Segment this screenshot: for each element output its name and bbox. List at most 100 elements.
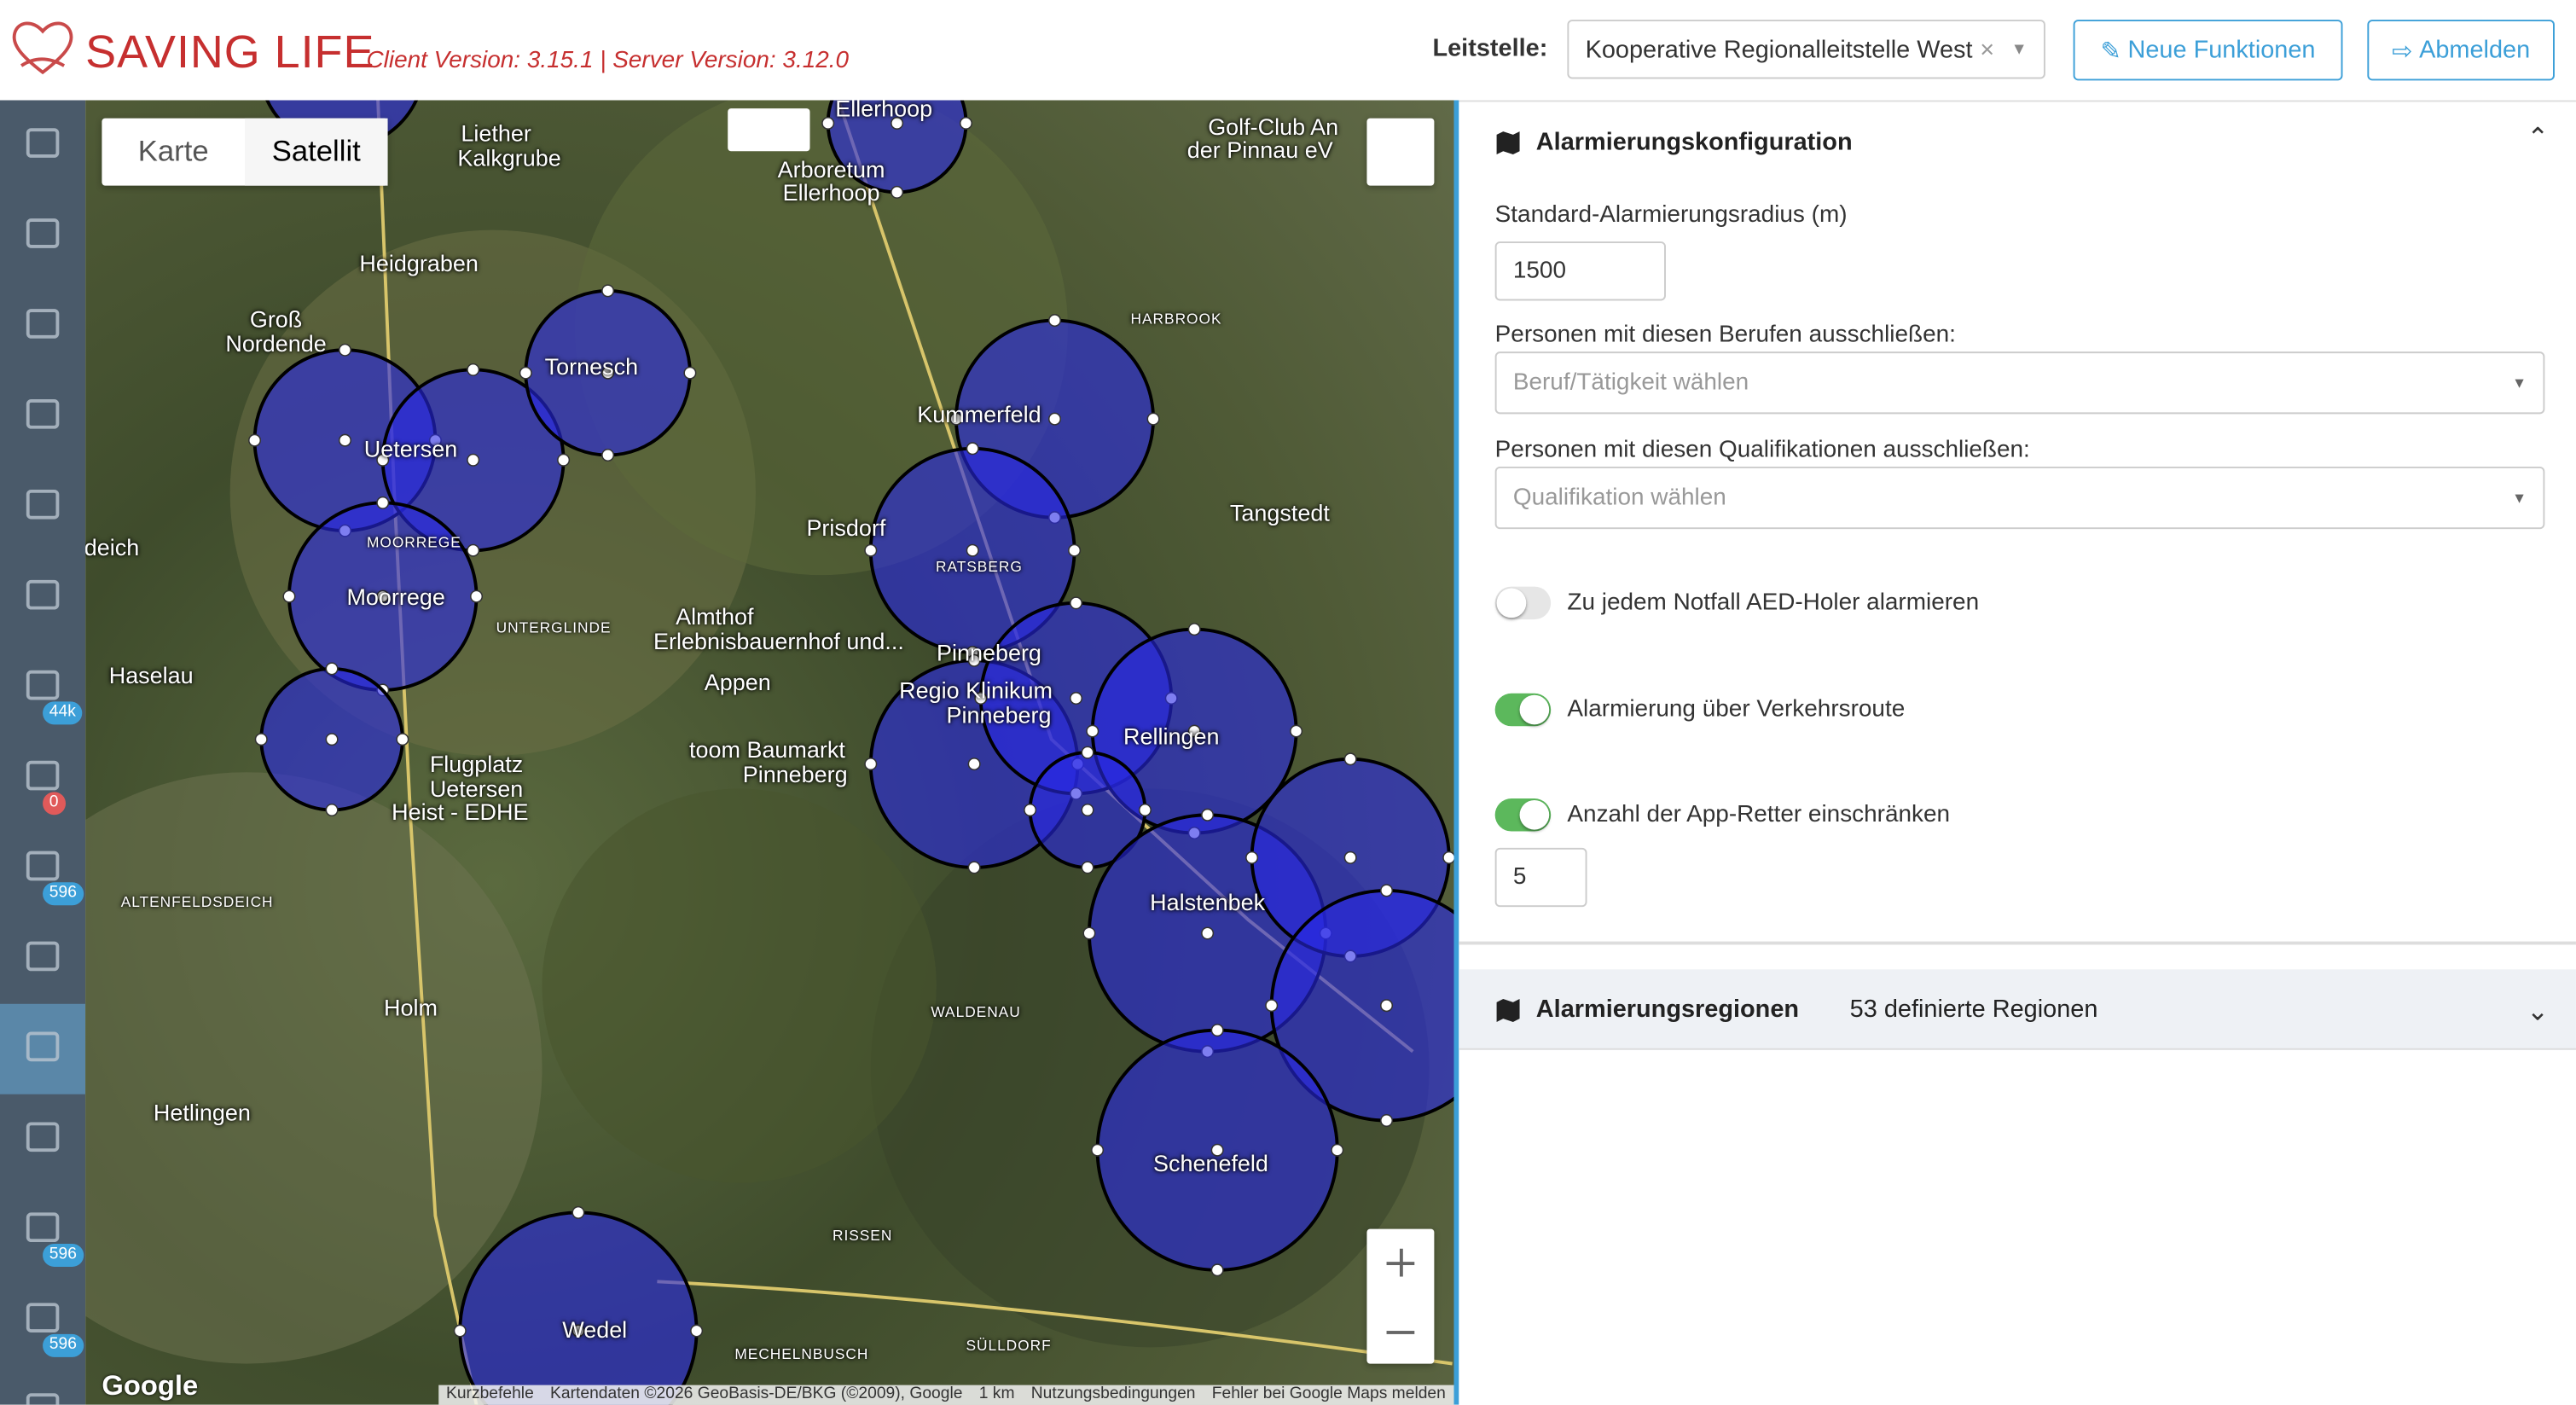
region-handle (1082, 926, 1096, 940)
sidebar-icon (26, 760, 60, 791)
sidebar-icon (26, 851, 60, 881)
map-label: SÜLLDORF (966, 1337, 1052, 1355)
region-handle (1331, 1143, 1344, 1157)
map-type-button[interactable]: Satellit (244, 118, 388, 186)
logo (12, 21, 73, 75)
regions-header[interactable] (1459, 969, 2576, 1050)
sidebar-item[interactable] (0, 552, 85, 642)
region-handle (864, 758, 878, 771)
region-handle (690, 1324, 704, 1338)
region-handle (949, 412, 963, 426)
leitstelle-select[interactable]: Kooperative Regionalleitstelle West × ▼ (1567, 20, 2045, 79)
select-value: Kooperative Regionalleitstelle West (1585, 35, 1973, 64)
sidebar-item[interactable] (0, 642, 85, 733)
collapse-icon[interactable]: ⌃ (2527, 125, 2550, 154)
logout-button[interactable]: ⇨ Abmelden (2367, 20, 2555, 81)
panel-title: Alarmierungskonfiguration (1535, 128, 1853, 156)
sidebar-item[interactable] (0, 1094, 85, 1185)
footer-text[interactable]: Nutzungsbedingungen (1030, 1385, 1196, 1403)
footer-text[interactable]: 1 km (978, 1385, 1015, 1403)
region-handle (325, 662, 339, 676)
region-handle (864, 543, 878, 557)
region-handle (1187, 623, 1201, 636)
config-panel (1459, 100, 2576, 945)
new-features-button[interactable]: ✎ Neue Funktionen (2073, 20, 2343, 81)
map-label: Holm (384, 994, 438, 1021)
map-label: Regio Klinikum (899, 676, 1053, 704)
sidebar-item[interactable] (0, 281, 85, 371)
sidebar-item[interactable] (0, 100, 85, 190)
map-label: MOORREGE (366, 533, 461, 551)
sidebar-icon (26, 1393, 60, 1405)
badge: 596 (43, 882, 84, 906)
sidebar-icon (26, 941, 60, 972)
map-label: Schenefeld (1152, 1150, 1268, 1177)
region-handle (1146, 412, 1160, 426)
sidebar-item[interactable] (0, 823, 85, 914)
sidebar-item[interactable] (0, 462, 85, 552)
region-handle (453, 1324, 467, 1338)
region-handle (248, 433, 262, 447)
map-type-button[interactable]: Karte (137, 134, 209, 168)
sidebar-item[interactable] (0, 1003, 86, 1094)
region-handle (891, 116, 904, 130)
toggle-switch[interactable] (1494, 586, 1552, 620)
map-label: Almthof (676, 602, 754, 630)
fullscreen-button[interactable] (1366, 118, 1435, 186)
professions-select[interactable]: Beruf/Tätigkeit wählen ▼ (1494, 351, 2545, 415)
map[interactable]: Heidgraben Groß Nordende Uetersen Tornesch Mo… (85, 100, 1454, 1405)
toggle-switch[interactable] (1494, 798, 1552, 832)
map-label: Pinneberg (936, 639, 1041, 666)
draw-tools[interactable] (728, 108, 810, 152)
sidebar-item[interactable] (0, 371, 85, 462)
map-label: WALDENAU (931, 1003, 1021, 1021)
limit-input[interactable]: 5 (1494, 847, 1587, 908)
region-handle (1187, 724, 1201, 738)
sidebar-item[interactable] (0, 1366, 85, 1405)
region-handle (1210, 1263, 1224, 1277)
map-label: RATSBERG (936, 558, 1023, 576)
region-handle (571, 1324, 585, 1338)
placeholder: Qualifikation wählen (1512, 485, 1726, 511)
footer-text[interactable]: Kurzbefehle (445, 1385, 534, 1403)
toggle-switch[interactable] (1494, 692, 1552, 726)
map-label: Uetersen (429, 775, 524, 802)
regions-title: Alarmierungsregionen (1535, 996, 1800, 1024)
region-handle (1138, 804, 1152, 817)
zoom-out[interactable] (1386, 1331, 1415, 1334)
region-handle (1047, 314, 1062, 328)
zoom-control[interactable] (1366, 1228, 1435, 1364)
map-label: RISSEN (832, 1227, 893, 1244)
map-footer: Kurzbefehle Kartendaten ©2026 GeoBasis-DE… (438, 1385, 1454, 1405)
sidebar-icon (26, 1122, 60, 1152)
map-label: toom Baumarkt (689, 735, 845, 763)
radius-input[interactable]: 1500 (1494, 241, 1666, 301)
map-label: Kalkgrube (457, 144, 561, 171)
expand-icon[interactable]: ⌃ (2527, 994, 2550, 1022)
map-label: Tangstedt (1229, 499, 1330, 526)
badge: 596 (43, 1243, 84, 1267)
badge: 596 (43, 1333, 84, 1357)
terrain (85, 772, 542, 1364)
footer-text[interactable]: Fehler bei Google Maps melden (1211, 1385, 1446, 1403)
map-label: UNTERGLINDE (496, 619, 612, 636)
zoom-in[interactable] (1398, 1248, 1402, 1277)
region-handle (1070, 596, 1083, 610)
sidebar-item[interactable] (0, 733, 85, 823)
region-handle (338, 343, 351, 357)
professions-label: Personen mit diesen Berufen ausschließen… (1494, 322, 1956, 349)
google-logo: Google (102, 1370, 199, 1402)
sidebar-icon (26, 128, 60, 158)
map-label: Ellerhoop (782, 178, 880, 206)
map-label: HARBROOK (1130, 311, 1222, 328)
sidebar-item[interactable] (0, 1185, 85, 1275)
sidebar-item[interactable] (0, 1275, 85, 1366)
region-handle (1210, 1024, 1224, 1037)
qualifications-select[interactable]: Qualifikation wählen ▼ (1494, 466, 2545, 530)
sidebar-item[interactable] (0, 190, 85, 281)
map-overlay (85, 100, 1454, 1405)
region-handle (967, 653, 981, 667)
sidebar-icon (26, 399, 60, 429)
sidebar-item[interactable] (0, 914, 85, 1004)
